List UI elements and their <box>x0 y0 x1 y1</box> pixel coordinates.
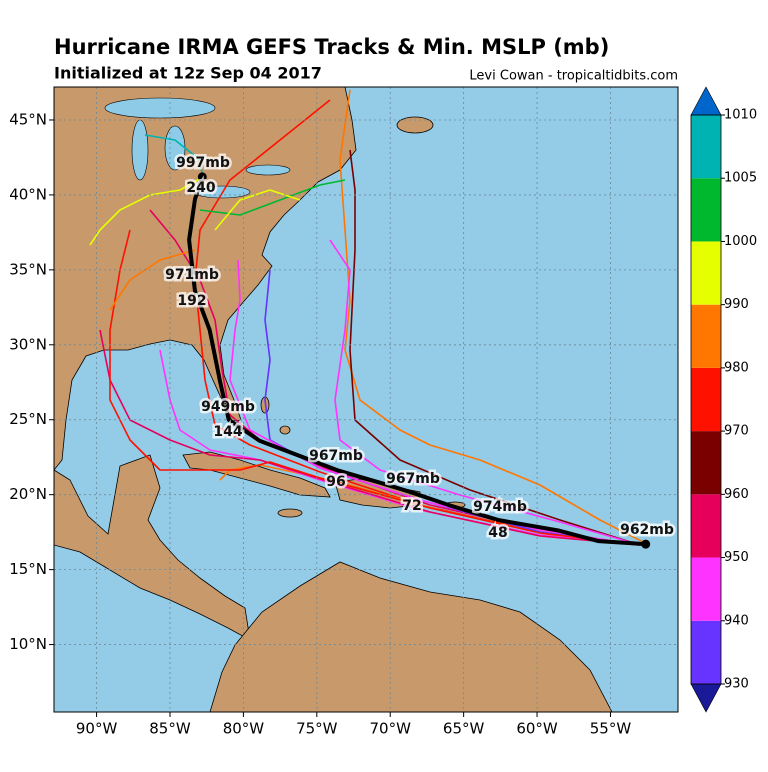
annotation: 96 <box>326 474 345 490</box>
annotation: 967mb <box>309 448 363 464</box>
x-tick-label: 55°W <box>590 720 632 738</box>
y-tick-label: 40°N <box>9 185 47 203</box>
annotation: 48 <box>488 525 507 541</box>
colorbar-tick-label: 970 <box>724 424 749 439</box>
x-tick-label: 75°W <box>296 720 338 738</box>
land <box>54 87 613 712</box>
colorbar-band <box>691 494 721 558</box>
colorbar-over <box>690 86 722 116</box>
annotation: 962mb <box>620 522 674 538</box>
x-tick-label: 85°W <box>149 720 191 738</box>
colorbar-band <box>691 431 721 495</box>
colorbar-band <box>691 304 721 368</box>
annotation: 240 <box>186 180 215 196</box>
y-tick-label: 20°N <box>9 485 47 503</box>
colorbar-band <box>691 620 721 684</box>
annotation: 949mb <box>201 399 255 415</box>
colorbar-band <box>691 178 721 242</box>
track-point <box>197 172 207 182</box>
colorbar-frame <box>690 114 722 685</box>
y-tick-label: 25°N <box>9 410 47 428</box>
chart-title: Hurricane IRMA GEFS Tracks & Min. MSLP (… <box>54 35 609 59</box>
annotation: 997mb <box>176 155 230 171</box>
y-tick-label: 35°N <box>9 260 47 278</box>
map-frame <box>53 86 679 713</box>
colorbar-tick-label: 940 <box>724 613 749 628</box>
colorbar-band <box>691 241 721 305</box>
chart-subtitle: Initialized at 12z Sep 04 2017 <box>54 64 322 83</box>
x-tick-label: 70°W <box>370 720 412 738</box>
colorbar-band <box>691 115 721 179</box>
y-tick-label: 15°N <box>9 560 47 578</box>
colorbar-tick-label: 1005 <box>724 171 757 186</box>
y-tick-label: 45°N <box>9 110 47 128</box>
colorbar-band <box>691 367 721 432</box>
annotation: 72 <box>402 498 421 514</box>
track-point <box>641 539 651 549</box>
annotation: 974mb <box>473 499 527 515</box>
colorbar-tick-label: 990 <box>724 297 749 312</box>
colorbar-under <box>690 683 722 713</box>
colorbar-tick-label: 960 <box>724 487 749 502</box>
colorbar-tick-label: 950 <box>724 550 749 565</box>
x-tick-label: 80°W <box>223 720 265 738</box>
mean-track <box>187 176 646 547</box>
x-tick-label: 60°W <box>516 720 558 738</box>
annotation: 144 <box>213 424 242 440</box>
annotation: 971mb <box>165 267 219 283</box>
y-tick-label: 30°N <box>9 335 47 353</box>
colorbar-tick-label: 1000 <box>724 234 757 249</box>
colorbar-tick-label: 980 <box>724 360 749 375</box>
colorbar-tick-label: 1010 <box>724 108 757 123</box>
mean-track-layer <box>187 172 651 549</box>
x-tick-label: 90°W <box>76 720 118 738</box>
credit: Levi Cowan - tropicaltidbits.com <box>469 69 678 84</box>
colorbar-tick-label: 930 <box>724 677 749 692</box>
annotation: 192 <box>177 293 206 309</box>
annotations: 962mb 974mb 48 967mb 72 967mb 96 949mb 1… <box>163 153 677 544</box>
colorbar-band <box>691 557 721 621</box>
x-tick-label: 65°W <box>443 720 485 738</box>
annotation: 967mb <box>386 471 440 487</box>
y-tick-label: 10°N <box>9 635 47 653</box>
